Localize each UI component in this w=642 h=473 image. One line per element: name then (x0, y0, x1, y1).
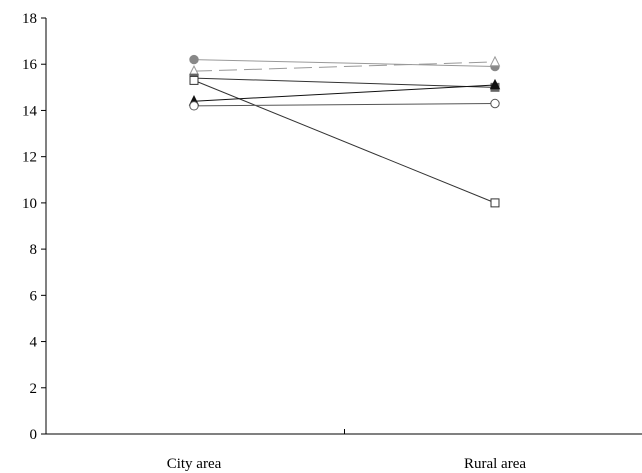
data-point-marker (490, 198, 500, 208)
y-tick-label: 4 (30, 335, 38, 351)
x-category-label: Rural area (464, 456, 526, 472)
y-tick-label: 10 (22, 196, 37, 212)
series-line (193, 103, 496, 107)
y-tick-label: 18 (22, 11, 37, 27)
y-tick-label: 12 (22, 150, 37, 166)
series-line (193, 59, 496, 68)
y-tick-label: 8 (30, 242, 38, 258)
series-layer (188, 54, 501, 208)
data-point-marker (489, 55, 501, 67)
series-line (193, 84, 496, 102)
data-point-marker (489, 78, 501, 90)
y-tick-label: 2 (30, 381, 38, 397)
data-point-marker (189, 54, 199, 65)
series-line (193, 77, 496, 88)
y-tick-label: 16 (22, 57, 38, 73)
x-category-label: City area (167, 456, 222, 472)
series-6 (189, 98, 500, 111)
series-4 (189, 75, 500, 208)
series-5 (188, 78, 501, 106)
axes: 0 2 4 6 8 10 12 14 16 18 City area Rural area (22, 11, 642, 472)
y-tick-label: 14 (22, 103, 38, 119)
series-line (193, 61, 496, 72)
series-2 (188, 55, 501, 76)
series-3 (189, 73, 500, 92)
data-point-marker (189, 75, 199, 85)
series-line (193, 79, 496, 204)
y-tick-label: 6 (30, 288, 38, 304)
data-point-marker (189, 101, 199, 111)
data-point-marker (490, 98, 500, 109)
y-tick-label: 0 (30, 427, 38, 443)
